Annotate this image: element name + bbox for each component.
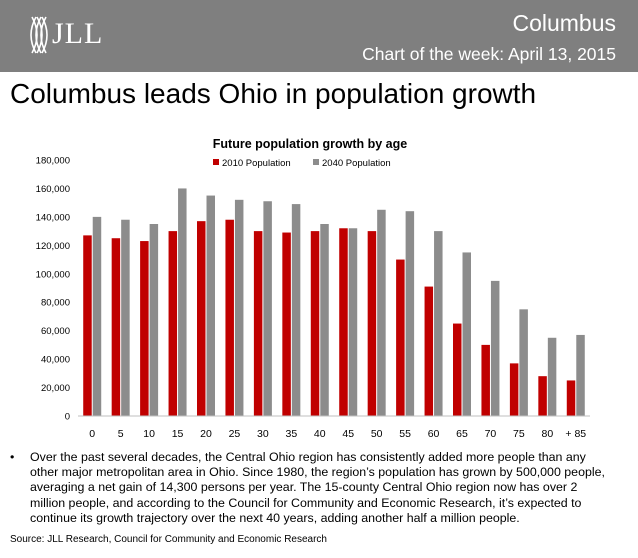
y-tick-label: 160,000 — [36, 184, 70, 195]
y-tick-label: 40,000 — [41, 355, 70, 366]
x-tick-label: 30 — [257, 428, 269, 440]
chart-title: Future population growth by age — [213, 137, 407, 151]
bar-2010 — [83, 235, 92, 416]
bar-2010 — [310, 231, 320, 416]
y-tick-label: 60,000 — [41, 326, 70, 337]
bullet-marker: • — [10, 450, 15, 464]
bar-2010 — [367, 231, 377, 416]
bar-2040 — [547, 337, 557, 416]
bar-2010 — [225, 219, 234, 416]
bar-2010 — [453, 323, 462, 416]
bar-2040 — [519, 309, 528, 416]
bar-2010 — [253, 231, 263, 416]
bar-2010 — [424, 286, 434, 416]
x-tick-label: 10 — [143, 428, 155, 440]
bar-2040 — [263, 201, 272, 416]
bar-2010 — [566, 380, 576, 416]
body-bullet: • Over the past several decades, the Cen… — [10, 450, 615, 526]
x-tick-label: 70 — [485, 428, 497, 440]
bar-2040 — [462, 252, 471, 416]
y-tick-label: 140,000 — [36, 212, 70, 223]
bar-2040 — [121, 219, 130, 416]
bar-2040 — [576, 334, 585, 416]
x-tick-label: + 85 — [565, 428, 586, 440]
bar-2040 — [320, 224, 329, 416]
header-band: JLL Columbus Chart of the week: April 13… — [0, 0, 638, 72]
body-text: Over the past several decades, the Centr… — [30, 450, 605, 525]
legend-label-0: 2010 Population — [222, 158, 291, 169]
bar-2040 — [377, 209, 386, 416]
x-tick-label: 50 — [371, 428, 383, 440]
x-tick-label: 35 — [285, 428, 297, 440]
bar-2010 — [111, 238, 121, 416]
jll-logo-icon — [30, 16, 48, 54]
legend-label-1: 2040 Population — [322, 158, 391, 169]
bar-2010 — [538, 376, 547, 416]
bar-2010 — [140, 241, 149, 416]
x-tick-label: 75 — [513, 428, 525, 440]
x-tick-label: 55 — [399, 428, 411, 440]
bar-2040 — [149, 224, 159, 416]
x-tick-label: 15 — [172, 428, 184, 440]
bar-2010 — [339, 228, 348, 416]
y-tick-label: 120,000 — [36, 241, 70, 252]
population-bar-chart: Future population growth by age 2010 Popu… — [36, 137, 590, 440]
header-subtitle: Chart of the week: April 13, 2015 — [362, 44, 616, 64]
bar-2010 — [509, 363, 519, 416]
x-tick-label: 0 — [89, 428, 95, 440]
y-tick-label: 180,000 — [36, 156, 70, 167]
x-tick-label: 60 — [428, 428, 440, 440]
logo-text: JLL — [52, 17, 104, 50]
x-tick-label: 40 — [314, 428, 326, 440]
bar-2010 — [396, 259, 405, 416]
y-tick-label: 20,000 — [41, 383, 70, 394]
bar-2040 — [405, 211, 415, 416]
legend-swatch-1 — [313, 159, 319, 165]
bar-2010 — [168, 231, 178, 416]
header-title: Columbus — [512, 10, 616, 36]
bar-2040 — [92, 216, 102, 416]
x-tick-label: 25 — [229, 428, 241, 440]
page-headline: Columbus leads Ohio in population growth — [10, 78, 537, 109]
bar-2040 — [490, 280, 500, 416]
bar-2040 — [348, 228, 358, 416]
source-note: Source: JLL Research, Council for Commun… — [10, 534, 327, 545]
bar-2010 — [282, 232, 291, 416]
legend-swatch-0 — [213, 159, 219, 165]
bar-2010 — [197, 221, 206, 416]
bar-2040 — [291, 204, 301, 416]
bar-2040 — [434, 231, 443, 416]
bar-2010 — [481, 344, 490, 416]
x-tick-label: 65 — [456, 428, 468, 440]
x-tick-label: 80 — [541, 428, 553, 440]
y-tick-label: 100,000 — [36, 269, 70, 280]
y-tick-label: 80,000 — [41, 298, 70, 309]
x-tick-label: 20 — [200, 428, 212, 440]
x-tick-label: 45 — [342, 428, 354, 440]
x-tick-label: 5 — [118, 428, 124, 440]
bar-2040 — [234, 199, 244, 416]
y-tick-label: 0 — [65, 412, 70, 423]
bar-2040 — [178, 188, 187, 416]
bar-2040 — [206, 195, 215, 416]
